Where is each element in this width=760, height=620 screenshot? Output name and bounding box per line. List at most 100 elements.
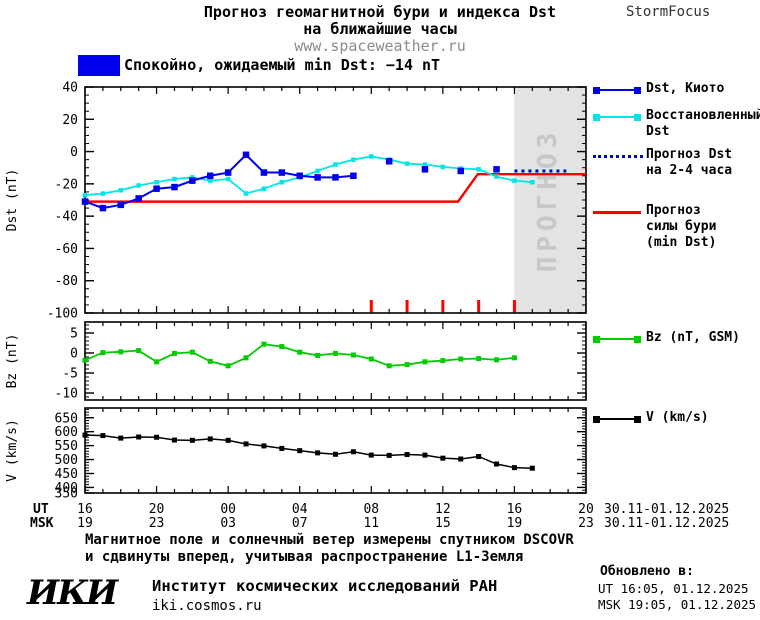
storm-level-swatch [78,55,120,76]
series-marker [332,174,339,181]
series-marker [82,432,88,438]
series-marker [136,348,142,354]
legend-bz-label: Bz (nT, GSM) [646,330,740,345]
legend-restored-dst-label2: Dst [646,124,670,139]
ut-tick-label: 04 [292,502,308,517]
page-title-line2: на ближайшие часы [303,20,457,38]
marker-square [634,113,641,121]
series-marker [494,174,499,179]
legend-dst-kyoto-swatch [593,86,641,94]
series-marker [422,359,428,365]
series-marker [82,357,88,363]
legend-dst-forecast-label: Прогноз Dst [646,147,733,162]
series-marker [511,355,517,361]
y-tick-label: 650 [55,411,78,426]
updated-ut: UT 16:05, 01.12.2025 [598,581,749,596]
ut-tick-label: 16 [507,502,523,517]
series-marker [530,179,535,185]
panel-frame [84,86,587,314]
series-marker [189,437,195,443]
msk-date-label: 30.11-01.12.2025 [604,516,729,531]
legend-v-swatch [593,415,641,423]
legend-storm-forecast-label3: (min Dst) [646,235,717,250]
series-marker [333,162,338,167]
series-marker [476,167,481,172]
ut-tick-label: 20 [578,502,594,517]
marker-square [634,415,641,423]
y-tick-label: 600 [55,425,78,440]
series-marker [315,352,321,358]
series-marker [386,452,392,458]
legend-storm-forecast-label2: силы бури [646,219,717,234]
legend-bz-swatch [593,335,641,343]
series-marker [99,204,107,212]
marker-square [593,113,600,121]
ut-date-label: 30.11-01.12.2025 [604,502,729,517]
series-marker [278,169,286,176]
updated-label: Обновлено в: [600,564,694,579]
series-marker [243,355,249,361]
institute-site: iki.cosmos.ru [152,598,262,614]
iki-logo: ИКИ [27,573,118,613]
series-marker [494,461,500,467]
series-marker [81,198,89,205]
page-title-line1: Прогноз геомагнитной бури и индекса Dst [203,3,557,21]
series-marker [136,434,142,440]
series-marker [297,448,303,454]
legend-v-label: V (km/s) [646,410,709,425]
y-tick-label: 0 [70,145,78,160]
series-marker [207,358,213,364]
series-marker [511,465,517,471]
series-marker [368,452,374,458]
y-tick-label: 5 [70,327,78,342]
msk-tick-label: 15 [435,516,451,531]
ut-tick-label: 00 [220,502,236,517]
series-marker [100,191,106,196]
msk-tick-label: 03 [220,516,236,531]
marker-square [593,86,600,94]
series-marker [315,450,321,456]
series-marker [421,166,429,173]
series-marker [243,191,249,196]
series-marker [315,168,320,174]
panel-frame [84,407,587,494]
series-marker [172,176,177,182]
legend-restored-dst-label: Восстановленный [646,108,760,123]
y-tick-label: -5 [62,367,78,382]
series-marker [457,167,464,175]
series-marker [136,183,141,188]
series-marker [404,362,410,368]
y-tick-label: -10 [55,387,78,402]
ut-tick-label: 20 [149,502,165,517]
legend-storm-forecast-label: Прогноз [646,203,701,218]
y-tick-label: 550 [55,439,78,454]
forecast-watermark: ПРОГНОЗ [533,128,563,273]
series-marker [154,359,160,365]
y-tick-label: -80 [55,274,78,289]
series-marker [279,179,285,185]
series-marker [171,183,178,191]
series-marker [118,349,124,355]
series-marker [171,350,177,356]
institute-name: Институт космических исследований РАН [152,577,498,595]
series-marker [512,178,517,183]
series-marker [261,443,267,449]
y-tick-label: -40 [55,210,78,225]
series-marker [351,157,356,162]
series-marker [422,452,428,458]
msk-tick-label: 19 [77,516,93,531]
updated-msk: MSK 19:05, 01.12.2025 [598,597,757,612]
y-tick-label: -100 [47,307,78,322]
legend-storm-forecast-swatch [593,211,641,214]
brand-label: StormFocus [626,4,711,20]
series-marker [154,434,160,440]
series-marker [297,349,303,355]
y-axis-label: Bz (nT) [5,334,20,389]
series-marker [225,437,231,443]
y-tick-label: -20 [55,177,78,192]
series-marker [135,195,142,202]
marker-square [593,415,600,423]
ut-tick-label: 16 [77,502,93,517]
msk-row-header: MSK [30,516,54,531]
